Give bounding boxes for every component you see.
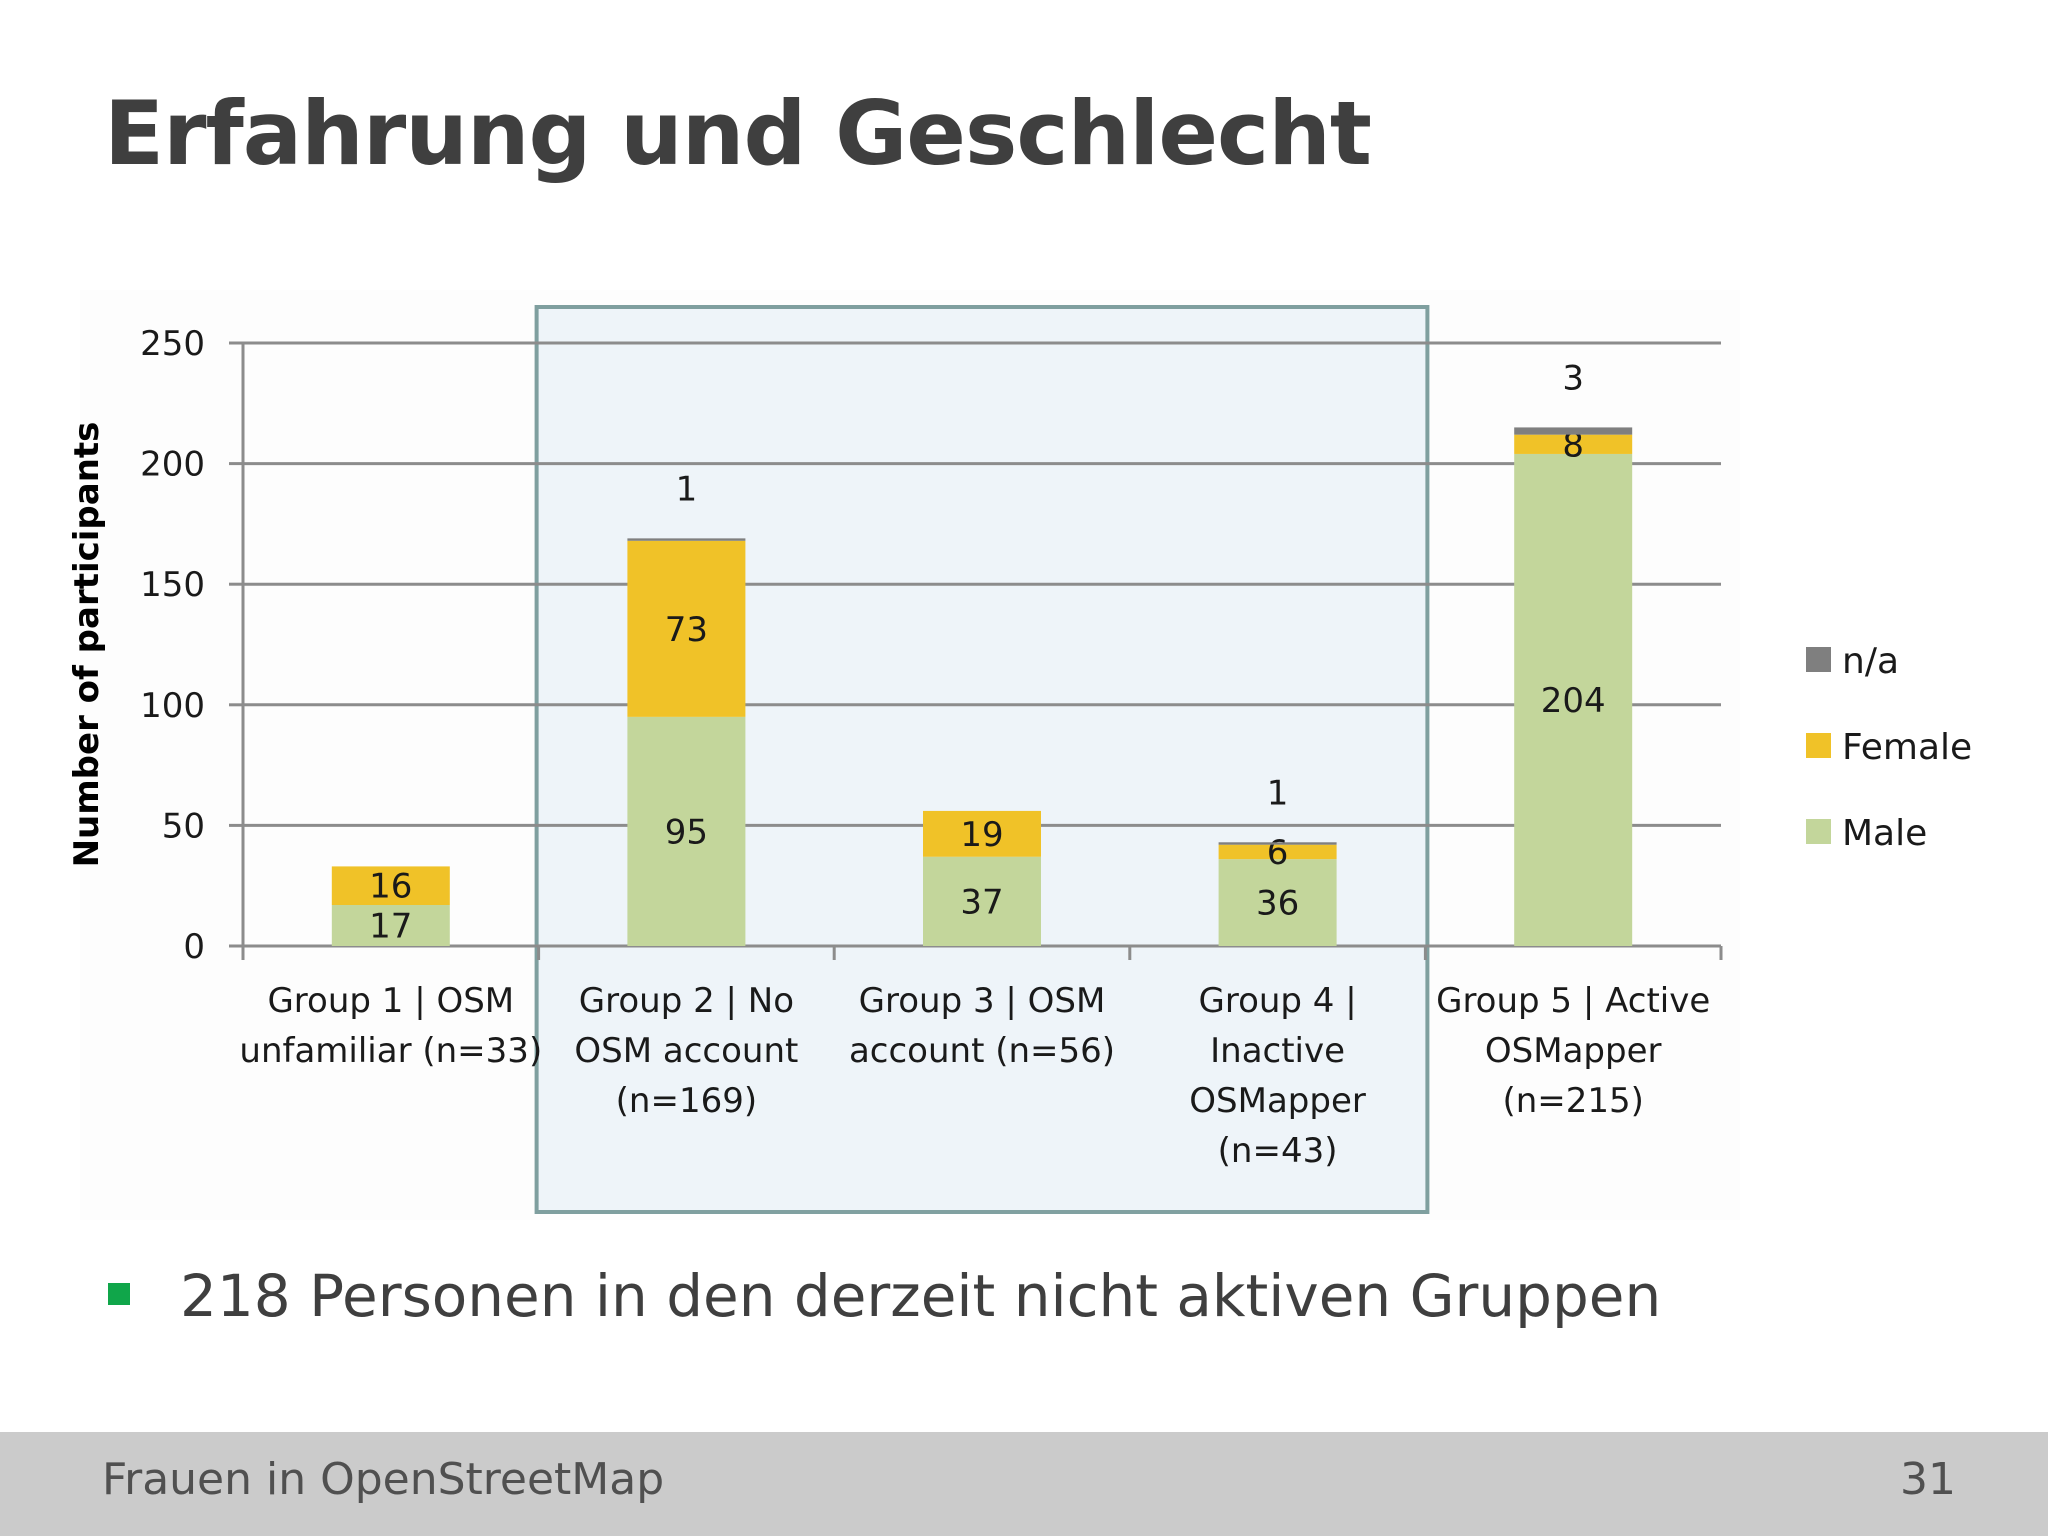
y-tick-label: 0: [183, 927, 205, 967]
bar-segment: [1218, 844, 1337, 860]
bar-segment: [1514, 427, 1633, 435]
bar-segment: [331, 904, 450, 946]
data-label: 19: [960, 815, 1003, 855]
data-label: 37: [960, 882, 1003, 922]
page-number: 31: [1900, 1454, 1956, 1505]
category-label: OSMapper: [1189, 1081, 1366, 1121]
data-label: 16: [369, 867, 412, 907]
legend-swatch: [1806, 733, 1831, 758]
legend-swatch: [1806, 819, 1831, 844]
bullet-icon: [108, 1283, 130, 1305]
bar-segment: [923, 856, 1041, 946]
data-label: 36: [1256, 884, 1299, 924]
category-label: Group 5 | Active: [1436, 981, 1710, 1021]
y-tick-label: 200: [140, 445, 205, 485]
y-tick-label: 250: [140, 324, 205, 364]
bar-segment: [1514, 434, 1633, 454]
bar-segment: [627, 540, 746, 717]
y-tick-label: 50: [162, 806, 205, 846]
data-label: 8: [1562, 425, 1584, 465]
category-label: Group 1 | OSM: [267, 981, 514, 1021]
category-label: Group 2 | No: [579, 981, 794, 1021]
bar-segment: [923, 810, 1041, 857]
y-tick-label: 100: [140, 686, 205, 726]
data-label: 17: [369, 906, 412, 946]
y-tick-label: 150: [140, 565, 205, 605]
data-label: 1: [1267, 773, 1289, 813]
legend-label: n/a: [1842, 641, 1899, 682]
bar-segment: [627, 538, 746, 541]
category-label: OSMapper: [1485, 1031, 1662, 1071]
data-label: 1: [676, 469, 698, 509]
category-label: Group 4 |: [1198, 981, 1356, 1021]
y-axis-label: Number of participants: [67, 422, 107, 868]
category-label: OSM account: [574, 1031, 798, 1071]
data-label: 6: [1267, 833, 1289, 873]
category-label: Inactive: [1210, 1031, 1345, 1071]
bar-segment: [331, 866, 450, 905]
data-label: 3: [1562, 358, 1584, 398]
data-label: 95: [665, 812, 708, 852]
category-label: (n=215): [1502, 1081, 1643, 1121]
category-label: (n=169): [616, 1081, 757, 1121]
legend-label: Female: [1842, 727, 1972, 768]
footer-text: Frauen in OpenStreetMap: [102, 1454, 665, 1505]
bar-segment: [627, 716, 746, 946]
bar-segment: [1218, 842, 1337, 845]
footer: Frauen in OpenStreetMap 31: [0, 1432, 2048, 1536]
category-label: account (n=56): [849, 1031, 1115, 1071]
data-label: 73: [665, 610, 708, 650]
bar-segment: [1514, 453, 1633, 946]
category-label: Group 3 | OSM: [859, 981, 1106, 1021]
data-label: 204: [1541, 681, 1606, 721]
category-label: unfamiliar (n=33): [239, 1031, 542, 1071]
bar-segment: [1218, 859, 1337, 946]
legend-label: Male: [1842, 813, 1927, 854]
legend-swatch: [1806, 647, 1831, 672]
slide-title: Erfahrung und Geschlecht: [104, 82, 1372, 185]
bullet-text: 218 Personen in den derzeit nicht aktive…: [180, 1262, 1662, 1330]
category-label: (n=43): [1218, 1131, 1338, 1171]
